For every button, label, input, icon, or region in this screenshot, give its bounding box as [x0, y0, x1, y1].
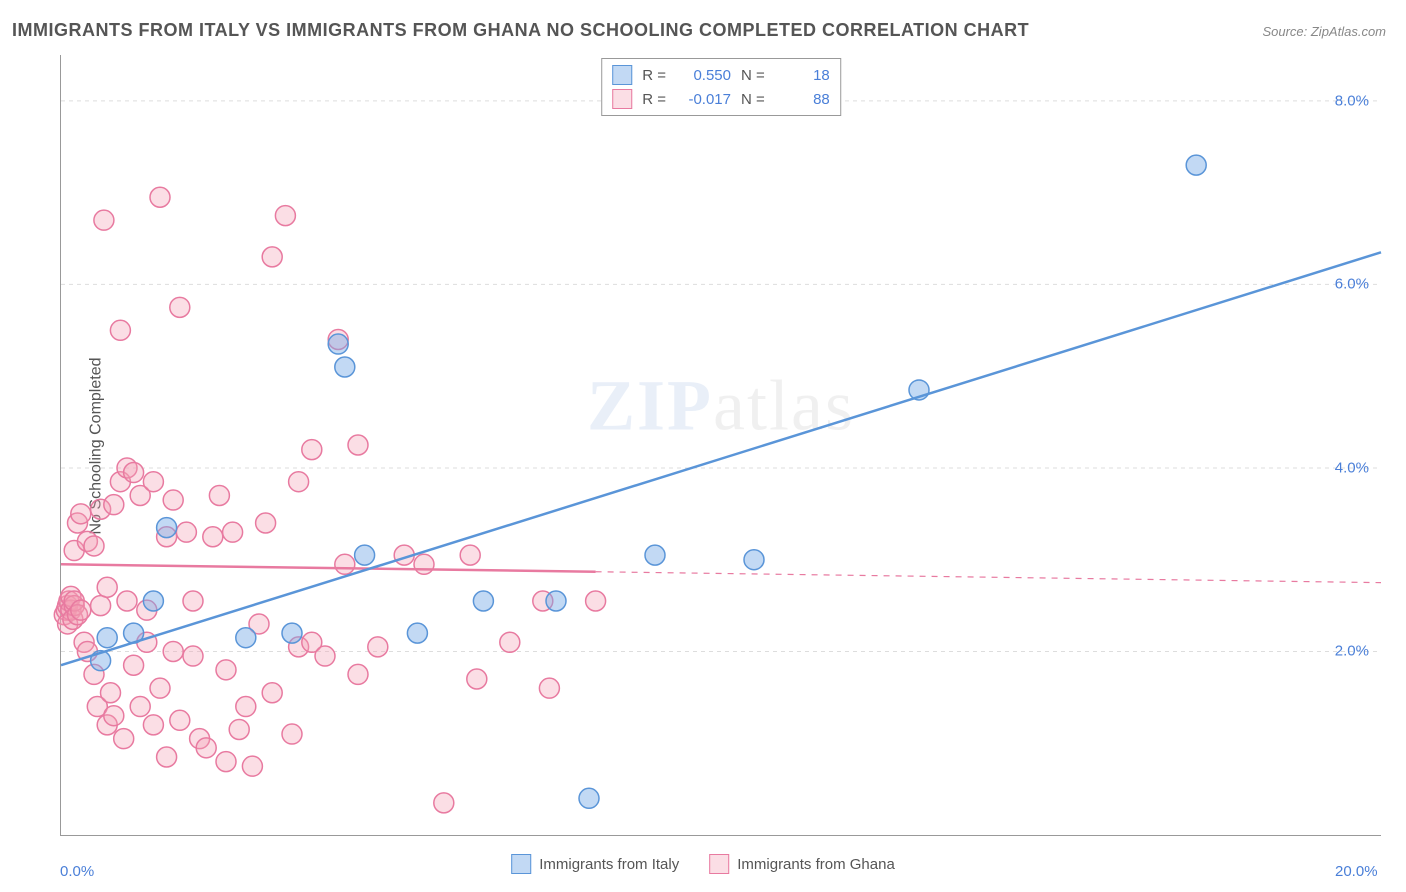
plot-area: ZIPatlas R = 0.550 N = 18 R = -0.017 N =… [60, 55, 1381, 836]
legend-swatch [612, 65, 632, 85]
scatter-svg [61, 55, 1381, 835]
legend-swatch [709, 854, 729, 874]
legend-top-row: R = 0.550 N = 18 [612, 63, 830, 87]
y-tick-label: 2.0% [1335, 643, 1369, 660]
legend-label: Immigrants from Italy [539, 856, 679, 873]
y-tick-label: 8.0% [1335, 92, 1369, 109]
n-label: N = [741, 91, 765, 108]
x-tick-label: 20.0% [1335, 863, 1378, 880]
legend-correlation: R = 0.550 N = 18 R = -0.017 N = 88 [601, 58, 841, 116]
n-value: 88 [775, 91, 830, 108]
r-value: -0.017 [676, 91, 731, 108]
legend-series: Immigrants from Italy Immigrants from Gh… [511, 854, 895, 874]
legend-swatch [511, 854, 531, 874]
legend-label: Immigrants from Ghana [737, 856, 895, 873]
legend-bottom-item: Immigrants from Italy [511, 854, 679, 874]
x-tick-label: 0.0% [60, 863, 94, 880]
n-value: 18 [775, 67, 830, 84]
chart-title: IMMIGRANTS FROM ITALY VS IMMIGRANTS FROM… [12, 20, 1029, 41]
r-label: R = [642, 91, 666, 108]
legend-bottom-item: Immigrants from Ghana [709, 854, 895, 874]
n-label: N = [741, 67, 765, 84]
r-label: R = [642, 67, 666, 84]
legend-swatch [612, 89, 632, 109]
legend-top-row: R = -0.017 N = 88 [612, 87, 830, 111]
chart-container: IMMIGRANTS FROM ITALY VS IMMIGRANTS FROM… [0, 0, 1406, 892]
y-tick-label: 4.0% [1335, 459, 1369, 476]
source-label: Source: ZipAtlas.com [1262, 24, 1386, 39]
r-value: 0.550 [676, 67, 731, 84]
y-tick-label: 6.0% [1335, 276, 1369, 293]
